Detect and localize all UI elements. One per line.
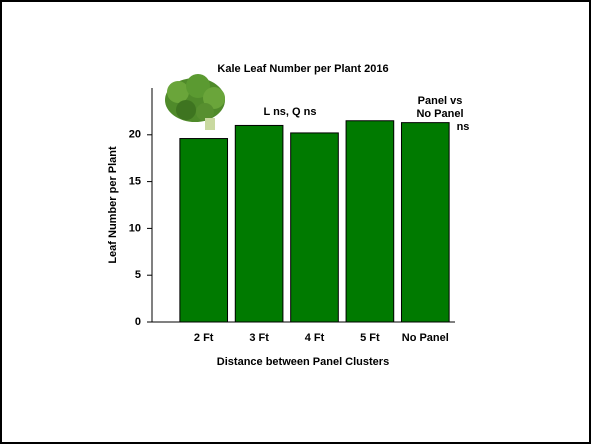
kale-icon (165, 74, 225, 130)
y-axis-label: Leaf Number per Plant (107, 146, 119, 264)
chart-title: Kale Leaf Number per Plant 2016 (217, 63, 388, 75)
x-tick-label: No Panel (402, 332, 449, 344)
x-tick-label: 3 Ft (249, 332, 269, 344)
bar (290, 132, 339, 323)
bar (400, 122, 450, 323)
bar (345, 120, 395, 323)
bar (234, 124, 284, 323)
y-tick-label: 0 (135, 316, 141, 328)
bar (179, 138, 229, 323)
y-tick-label: 20 (129, 129, 141, 141)
x-tick-label: 2 Ft (194, 332, 214, 344)
x-tick-label: 4 Ft (305, 332, 325, 344)
y-tick-label: 5 (135, 269, 141, 281)
annotation: L ns, Q ns (264, 106, 317, 118)
y-tick-label: 15 (129, 176, 141, 188)
x-axis-label: Distance between Panel Clusters (217, 356, 389, 368)
annotation: Panel vs (418, 95, 463, 107)
annotation: No Panel (416, 108, 463, 120)
x-tick-label: 5 Ft (360, 332, 380, 344)
y-tick-label: 10 (129, 222, 141, 234)
annotation: ns (457, 121, 470, 133)
